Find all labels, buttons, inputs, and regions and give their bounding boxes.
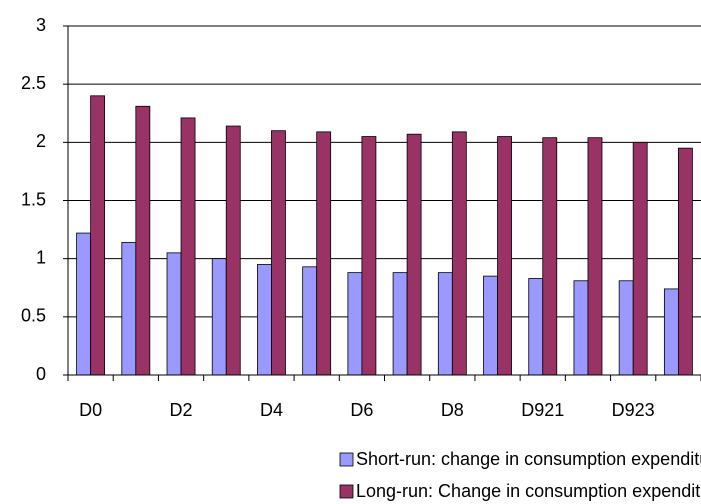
- y-tick-label: 0: [36, 364, 46, 384]
- bar: [166, 252, 182, 376]
- bar: [437, 272, 453, 376]
- y-tick-label: 1.5: [21, 189, 46, 209]
- x-tick-label: D8: [441, 400, 464, 420]
- bar: [632, 141, 648, 376]
- bar: [121, 241, 137, 376]
- bar: [225, 125, 241, 376]
- bar: [302, 266, 318, 376]
- x-tick-label: D2: [170, 400, 193, 420]
- bar: [90, 95, 106, 376]
- legend-swatch: [339, 452, 354, 467]
- bar: [347, 272, 363, 376]
- bar: [542, 137, 558, 376]
- bar: [587, 137, 603, 376]
- bar: [257, 264, 272, 376]
- x-tick-label: D4: [260, 400, 283, 420]
- legend-label: Short-run: change in consumption expendi…: [356, 449, 701, 469]
- bar: [392, 272, 408, 376]
- bar: [528, 278, 544, 376]
- bar: [451, 131, 467, 376]
- bar: [271, 130, 286, 376]
- bar: [76, 232, 92, 376]
- legend-label: Long-run: Change in consumption expendit…: [356, 481, 701, 501]
- bar: [677, 147, 693, 376]
- x-tick-label: D0: [79, 400, 102, 420]
- bar: [573, 280, 589, 376]
- y-tick-label: 3: [36, 15, 46, 35]
- bar: [211, 258, 227, 376]
- x-tick-label: D923: [612, 400, 655, 420]
- x-tick-label: D921: [521, 400, 564, 420]
- bar: [135, 105, 151, 376]
- x-tick-label: D6: [350, 400, 373, 420]
- bar: [663, 288, 679, 376]
- bar: [180, 117, 196, 376]
- bar: [316, 131, 332, 376]
- y-tick-label: 2.5: [21, 73, 46, 93]
- bar: [483, 275, 498, 376]
- bar: [406, 133, 422, 376]
- legend-swatch: [339, 484, 354, 499]
- bar: [618, 280, 634, 376]
- y-tick-label: 1: [36, 247, 46, 267]
- bar: [497, 136, 512, 376]
- y-tick-label: 0.5: [21, 306, 46, 326]
- y-tick-label: 2: [36, 131, 46, 151]
- bar: [361, 136, 377, 376]
